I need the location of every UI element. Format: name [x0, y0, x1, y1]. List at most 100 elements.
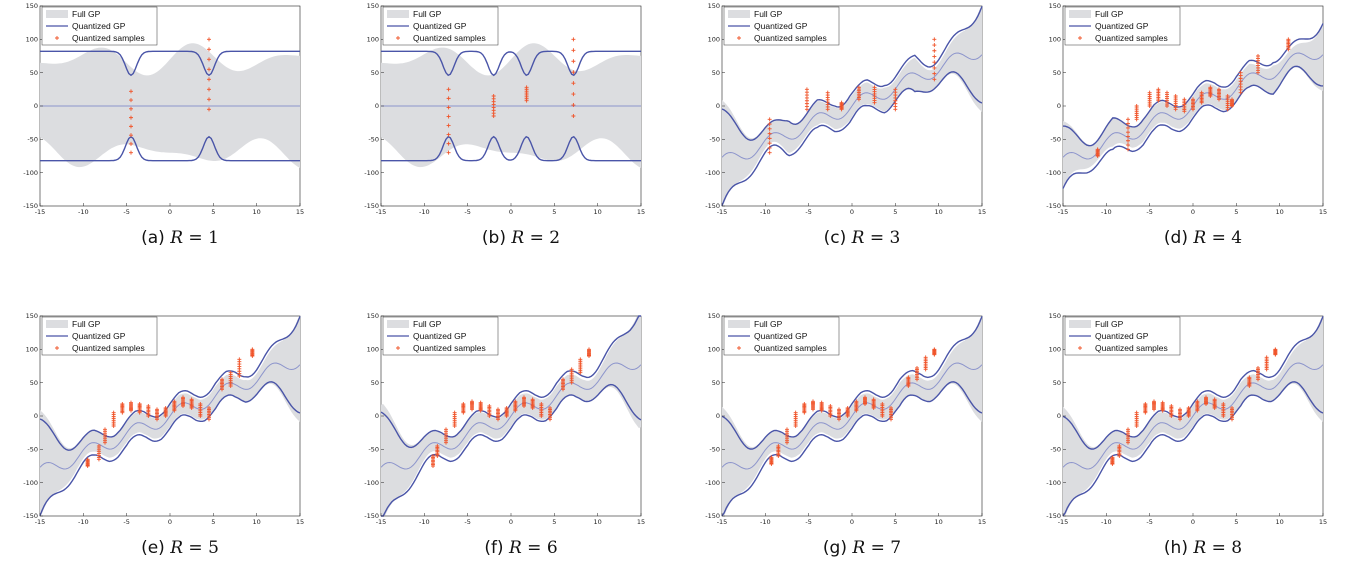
legend-swatch-samples	[1078, 346, 1082, 350]
sample-point	[446, 105, 451, 110]
legend-label-quantized-samples: Quantized samples	[1095, 343, 1168, 353]
sample-point	[571, 59, 576, 64]
x-tick-label: 10	[594, 518, 602, 526]
sample-point	[856, 85, 861, 90]
x-tick-label: -10	[78, 518, 89, 526]
sample-point	[461, 402, 466, 406]
caption-equals: =	[524, 228, 550, 248]
x-tick-label: -10	[419, 518, 430, 526]
quantized-gp-lower	[381, 135, 641, 162]
x-tick-label: -15	[376, 208, 387, 216]
quantized-gp-mean	[721, 52, 983, 160]
sample-point	[932, 65, 937, 70]
sample-point	[767, 150, 772, 155]
legend-label-full-gp: Full GP	[754, 319, 783, 329]
quantized-gp-mean	[721, 362, 983, 470]
y-tick-label: -50	[27, 446, 38, 454]
sample-point	[1126, 130, 1130, 135]
sample-point	[1143, 402, 1148, 406]
sample-point	[446, 132, 451, 137]
sample-point	[155, 407, 159, 412]
sample-point	[487, 404, 492, 408]
sample-point	[530, 397, 535, 402]
legend-label-quantized-gp: Quantized GP	[754, 331, 808, 341]
sample-point	[845, 406, 850, 410]
sample-point	[819, 400, 824, 405]
caption-equals: =	[183, 538, 209, 558]
x-tick-label: -15	[35, 208, 46, 216]
legend-swatch-full-gp	[387, 320, 409, 328]
x-tick-label: -5	[805, 208, 811, 216]
sample-point	[1195, 399, 1200, 404]
legend-label-quantized-gp: Quantized GP	[413, 21, 467, 31]
y-tick-label: 150	[1049, 2, 1061, 10]
y-tick-label: 100	[708, 36, 720, 44]
sample-point	[932, 347, 937, 352]
legend: Full GP Quantized GP Quantized samples	[1064, 6, 1181, 46]
sample-point	[1173, 94, 1178, 98]
sample-point	[1169, 404, 1174, 408]
y-tick-label: -150	[1046, 202, 1061, 210]
y-tick-label: -150	[364, 512, 379, 520]
chart-panel: -15 -10 -5 0 5 10 15 -150 -100 -50 0 50 100 150 Full G…	[364, 0, 671, 250]
quantized-gp-upper	[1062, 23, 1324, 147]
sample-point	[767, 141, 772, 146]
sample-point	[129, 98, 133, 103]
sample-point	[767, 122, 772, 127]
x-tick-label: 10	[594, 208, 602, 216]
sample-point	[250, 347, 255, 352]
legend-swatch-full-gp	[387, 10, 409, 18]
sample-point	[1095, 147, 1100, 152]
sample-point	[1134, 104, 1139, 108]
sample-point	[578, 357, 583, 362]
sample-point	[1212, 397, 1217, 402]
x-tick-label: 0	[1191, 518, 1195, 526]
sample-point	[571, 114, 576, 118]
y-tick-label: 0	[375, 412, 379, 420]
sample-point	[1247, 375, 1252, 380]
sample-point	[880, 402, 885, 406]
sample-point	[1110, 455, 1115, 460]
caption-label: (e)	[141, 538, 171, 558]
sample-point	[1221, 402, 1226, 406]
sample-point	[539, 402, 544, 406]
y-tick-label: 150	[708, 2, 720, 10]
caption-label: (c)	[823, 228, 852, 248]
x-tick-label: -10	[419, 208, 430, 216]
chart-panel: -15 -10 -5 0 5 10 15 -150 -100 -50 0 50 100 150 Full G…	[1046, 0, 1349, 250]
sample-point	[769, 455, 774, 460]
y-tick-label: -100	[23, 169, 38, 177]
sample-point	[871, 397, 876, 402]
legend: Full GP Quantized GP Quantized samples	[382, 6, 499, 46]
x-tick-label: 15	[637, 208, 645, 216]
caption-label: (h)	[1163, 538, 1194, 558]
sample-point	[932, 48, 937, 53]
caption-label: (g)	[822, 538, 853, 558]
sample-point	[513, 399, 518, 404]
legend-swatch-full-gp	[1069, 320, 1091, 328]
caption-equals: =	[1206, 538, 1232, 558]
x-tick-label: 0	[850, 208, 854, 216]
y-tick-label: -50	[709, 446, 720, 454]
x-tick-label: 15	[978, 518, 986, 526]
x-tick-label: 5	[211, 208, 215, 216]
caption-symbol: R	[1193, 228, 1207, 248]
chart-panel: -15 -10 -5 0 5 10 15 -150 -100 -50 0 50 100 150 Full G…	[1046, 310, 1349, 560]
sample-point	[446, 150, 451, 155]
sample-point	[1256, 366, 1260, 370]
x-tick-label: -5	[464, 518, 470, 526]
sample-point	[932, 71, 937, 76]
sample-point	[111, 410, 116, 415]
sample-point	[96, 444, 101, 448]
sample-point	[129, 106, 133, 111]
y-tick-label: -50	[368, 446, 379, 454]
legend-label-quantized-gp: Quantized GP	[413, 331, 467, 341]
sample-point	[129, 89, 133, 94]
y-tick-label: 150	[26, 312, 38, 320]
quantized-gp-upper	[1062, 316, 1324, 450]
y-tick-label: 100	[1049, 36, 1061, 44]
x-tick-label: -10	[1101, 208, 1112, 216]
caption-equals: =	[865, 538, 891, 558]
